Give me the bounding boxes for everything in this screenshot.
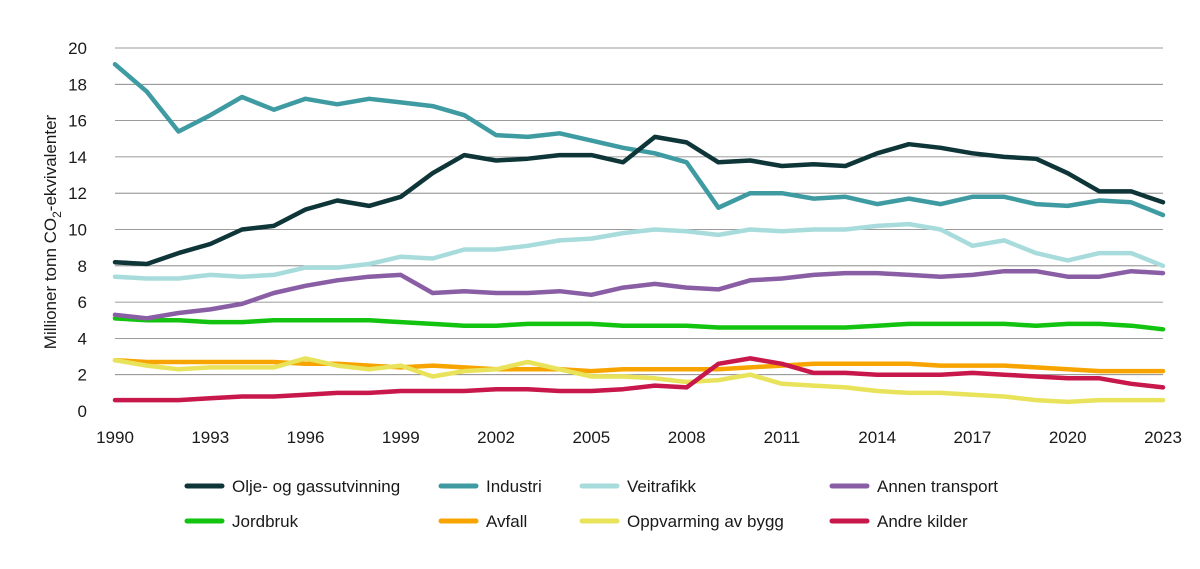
x-tick-label: 2020 (1049, 428, 1087, 447)
legend-label-oppvarming-av-bygg: Oppvarming av bygg (627, 512, 784, 531)
y-tick-label: 2 (78, 366, 87, 385)
y-tick-label: 16 (68, 112, 87, 131)
x-tick-label: 1993 (191, 428, 229, 447)
legend-label-industri: Industri (486, 477, 542, 496)
legend-label-jordbruk: Jordbruk (232, 512, 299, 531)
legend-label-andre-kilder: Andre kilder (877, 512, 968, 531)
series-line-andre-kilder (112, 356, 1166, 403)
y-tick-label: 12 (68, 184, 87, 203)
y-axis-label: Millioner tonn CO2-ekvivalenter (41, 114, 64, 349)
y-tick-label: 4 (78, 329, 87, 348)
x-axis-ticks: 1990 1993 1996 1999 2002 2005 2008 2011 2014 2017… (96, 428, 1182, 447)
x-tick-label: 2014 (858, 428, 896, 447)
y-tick-label: 18 (68, 75, 87, 94)
legend-label-avfall: Avfall (486, 512, 527, 531)
x-tick-label: 2005 (572, 428, 610, 447)
y-axis-ticks: 0 2 4 6 8 10 12 14 16 18 20 (68, 39, 87, 421)
series-line-annen-transport (112, 268, 1166, 321)
x-tick-label: 2008 (668, 428, 706, 447)
x-tick-label: 2011 (764, 428, 801, 447)
legend-label-veitrafikk: Veitrafikk (627, 477, 696, 496)
y-tick-label: 14 (68, 148, 87, 167)
series-lines (112, 62, 1166, 405)
y-tick-label: 0 (78, 402, 87, 421)
x-tick-label: 1990 (96, 428, 134, 447)
x-tick-label: 2023 (1144, 428, 1182, 447)
series-line-veitrafikk (112, 221, 1166, 281)
series-line-industri (112, 62, 1166, 218)
series-line-oppvarming-av-bygg (112, 356, 1166, 405)
legend-label-olje-og-gassutvinning: Olje- og gassutvinning (232, 477, 400, 496)
x-tick-label: 2017 (954, 428, 992, 447)
y-tick-label: 10 (68, 221, 87, 240)
legend-label-annen-transport: Annen transport (877, 477, 998, 496)
series-line-jordbruk (112, 316, 1166, 332)
x-tick-label: 2002 (477, 428, 515, 447)
y-tick-label: 6 (78, 293, 87, 312)
x-tick-label: 1999 (382, 428, 420, 447)
x-tick-label: 1996 (287, 428, 325, 447)
y-tick-label: 8 (78, 257, 87, 276)
legend: Olje- og gassutvinning Industri Veitrafikk… (184, 477, 998, 531)
series-line-olje-og-gassutvinning (112, 134, 1166, 267)
y-tick-label: 20 (68, 39, 87, 58)
